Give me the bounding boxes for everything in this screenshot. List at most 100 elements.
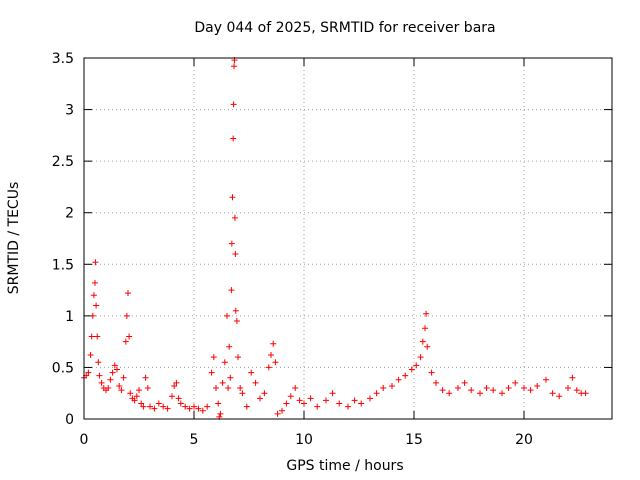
data-point [155, 400, 162, 407]
data-point [446, 390, 453, 397]
data-point [565, 385, 571, 392]
data-point [215, 400, 222, 407]
data-point [265, 364, 272, 371]
data-point [367, 395, 373, 402]
data-point [490, 387, 497, 394]
data-point [461, 379, 468, 386]
data-point [301, 400, 307, 407]
data-point [455, 385, 461, 392]
data-point [208, 369, 215, 376]
data-point [140, 403, 147, 410]
y-tick-label: 3 [65, 103, 74, 119]
data-point [556, 393, 563, 400]
data-point [499, 390, 505, 397]
data-point [296, 397, 303, 404]
data-point [123, 312, 130, 319]
data-point [120, 374, 127, 381]
data-point [111, 362, 118, 369]
data-point [573, 387, 580, 394]
data-point [582, 390, 589, 397]
data-point [424, 343, 431, 350]
data-point [419, 338, 426, 345]
data-point [182, 403, 189, 410]
data-point [217, 410, 224, 417]
data-point [131, 397, 138, 404]
data-point [468, 387, 475, 394]
data-point [232, 307, 239, 314]
data-point [114, 366, 120, 373]
x-tick-label: 0 [80, 432, 89, 448]
x-tick-label: 10 [295, 432, 313, 448]
data-point [177, 400, 184, 407]
data-point [228, 287, 235, 294]
x-axis-label: GPS time / hours [286, 458, 403, 474]
data-point [199, 407, 206, 414]
data-point [235, 354, 241, 361]
data-point [171, 382, 178, 389]
data-point [89, 312, 96, 319]
data-point [87, 352, 94, 359]
data-point [307, 395, 314, 402]
y-tick-label: 0 [65, 412, 74, 428]
data-point [109, 369, 116, 376]
data-point [395, 376, 402, 383]
data-point [408, 366, 415, 373]
y-tick-label: 2 [65, 206, 74, 222]
data-point [521, 385, 527, 392]
data-point [229, 194, 236, 201]
data-point [144, 385, 151, 392]
data-point [261, 390, 268, 397]
data-point [186, 405, 193, 412]
data-point [283, 400, 290, 407]
data-point [226, 343, 233, 350]
data-point [230, 135, 237, 142]
data-point [274, 410, 281, 417]
data-point [228, 240, 235, 247]
data-point [227, 374, 234, 381]
data-point [138, 400, 145, 407]
x-tick-label: 5 [190, 432, 199, 448]
data-point [231, 214, 238, 221]
x-tick-label: 15 [405, 432, 423, 448]
data-point [422, 325, 428, 332]
data-point [90, 292, 97, 299]
data-point [204, 403, 211, 410]
data-point [252, 379, 259, 386]
y-tick-label: 2.5 [52, 154, 74, 170]
data-point [213, 385, 219, 392]
data-point [164, 405, 171, 412]
data-point [505, 385, 512, 392]
data-point [85, 369, 92, 376]
data-point [98, 379, 105, 386]
data-point [221, 359, 228, 366]
data-point [160, 403, 167, 410]
data-point [126, 333, 133, 340]
data-point [345, 403, 351, 410]
data-point [122, 338, 129, 345]
data-point [95, 359, 102, 366]
data-point [231, 63, 238, 70]
data-point [92, 279, 98, 286]
data-point [237, 385, 244, 392]
y-axis-label: SRMTID / TECUs [6, 182, 22, 295]
y-tick-label: 1.5 [52, 257, 74, 273]
data-point [417, 354, 424, 361]
data-point [373, 390, 380, 397]
data-point [175, 395, 182, 402]
data-point [483, 385, 490, 392]
data-point [272, 359, 279, 366]
data-point [336, 400, 343, 407]
data-point [549, 390, 556, 397]
data-point [133, 393, 140, 400]
data-point [512, 379, 519, 386]
data-point [243, 403, 250, 410]
data-point [358, 400, 365, 407]
data-point [136, 387, 142, 394]
data-point [433, 379, 439, 386]
data-point [94, 333, 101, 340]
data-point [543, 376, 549, 383]
data-points [81, 57, 589, 420]
data-point [88, 333, 95, 340]
data-point [380, 385, 387, 392]
data-point [268, 352, 274, 359]
